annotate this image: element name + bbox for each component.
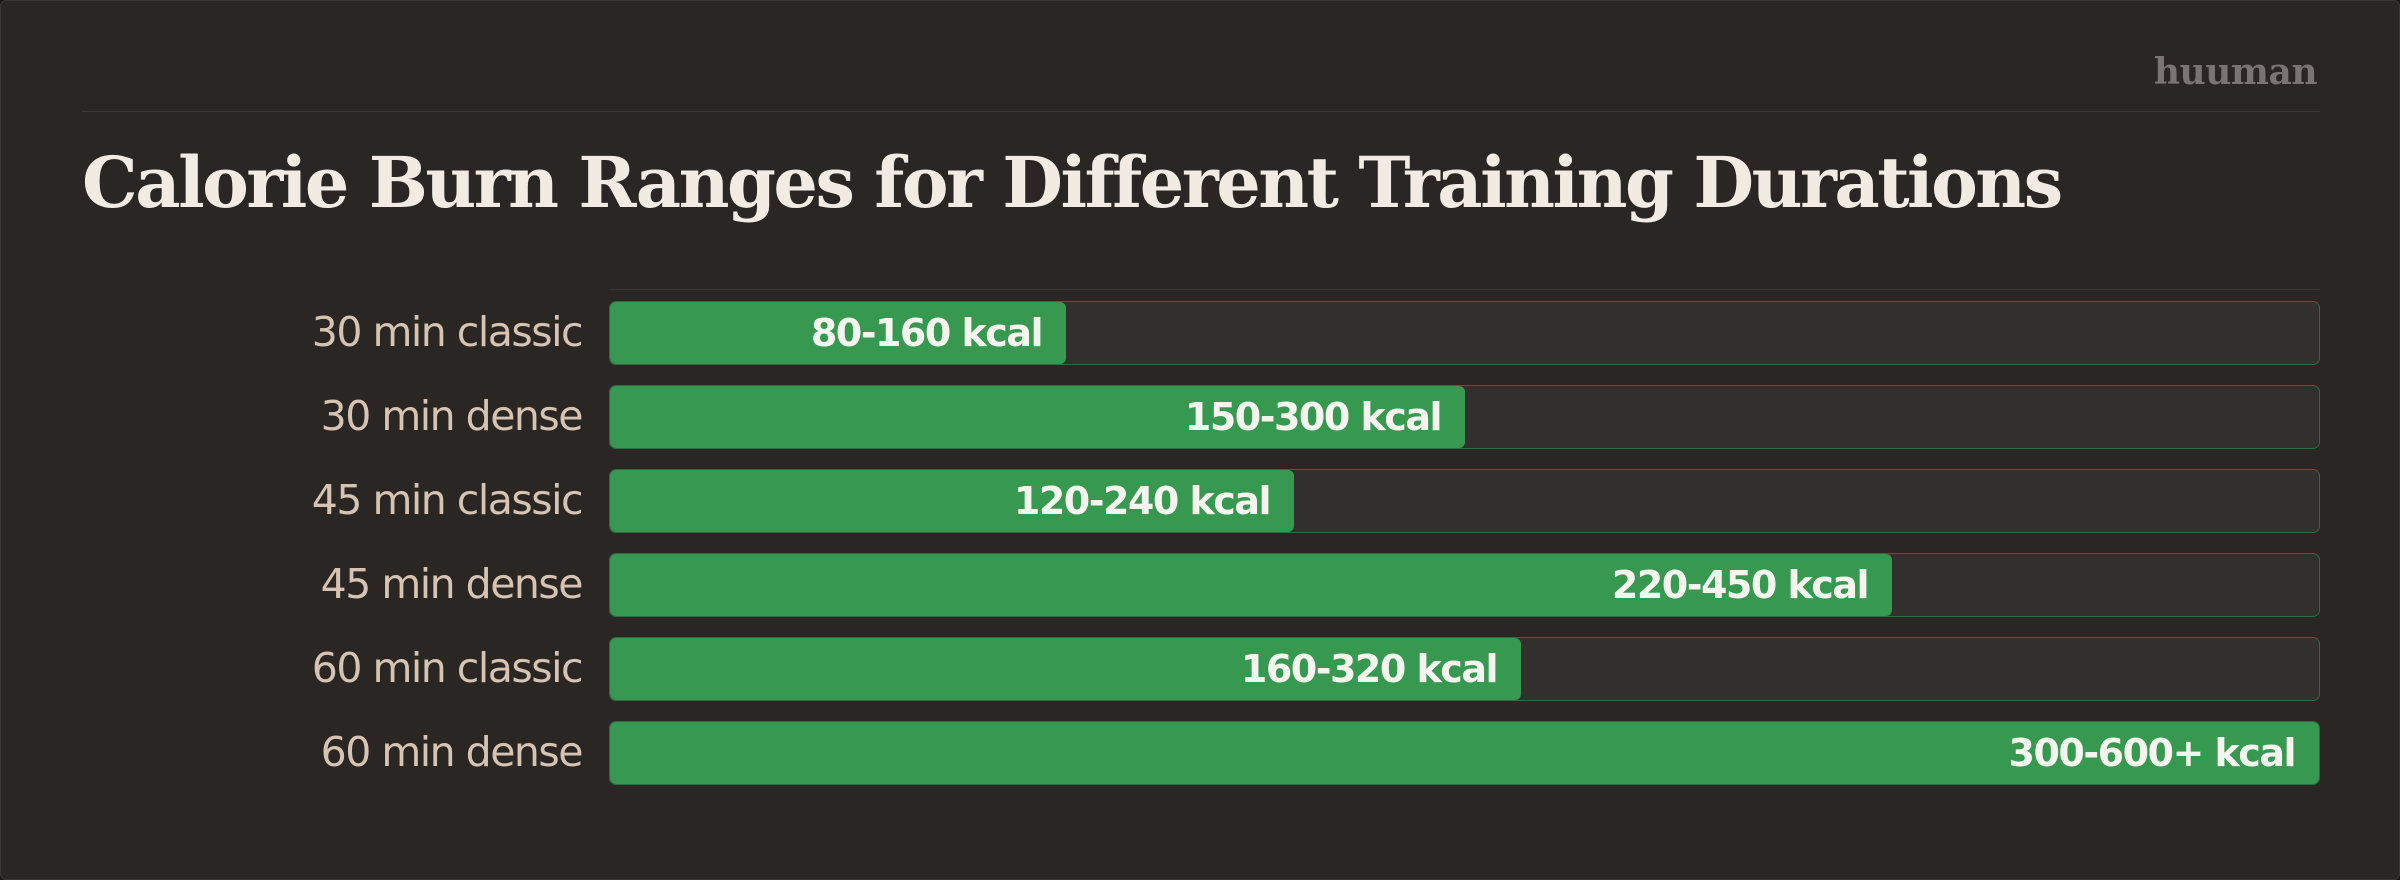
category-label: 45 min dense: [320, 560, 584, 608]
header-divider: [82, 111, 2320, 112]
bar-track: 300-600+ kcal: [609, 721, 2320, 785]
bar: [610, 722, 2319, 784]
bar-track: 120-240 kcal: [609, 469, 2320, 533]
category-label: 30 min classic: [311, 308, 584, 356]
chart-divider: [609, 289, 2320, 290]
category-label: 45 min classic: [311, 476, 584, 524]
category-label: 30 min dense: [320, 392, 584, 440]
value-label: 160-320 kcal: [1240, 647, 1499, 691]
brand-logo: huuman: [2153, 51, 2318, 93]
bar: [610, 302, 1066, 364]
value-label: 300-600+ kcal: [2008, 731, 2297, 775]
chart-title: Calorie Burn Ranges for Different Traini…: [82, 141, 2063, 224]
bar-track: 160-320 kcal: [609, 637, 2320, 701]
value-label: 150-300 kcal: [1184, 395, 1443, 439]
bar-track: 80-160 kcal: [609, 301, 2320, 365]
bar-track: 220-450 kcal: [609, 553, 2320, 617]
value-label: 220-450 kcal: [1611, 563, 1870, 607]
bar: [610, 470, 1294, 532]
value-label: 120-240 kcal: [1013, 479, 1272, 523]
value-label: 80-160 kcal: [810, 311, 1044, 355]
category-label: 60 min dense: [320, 728, 584, 776]
bar-track: 150-300 kcal: [609, 385, 2320, 449]
bar: [610, 554, 1892, 616]
category-label: 60 min classic: [311, 644, 584, 692]
bar: [610, 638, 1521, 700]
bar: [610, 386, 1465, 448]
